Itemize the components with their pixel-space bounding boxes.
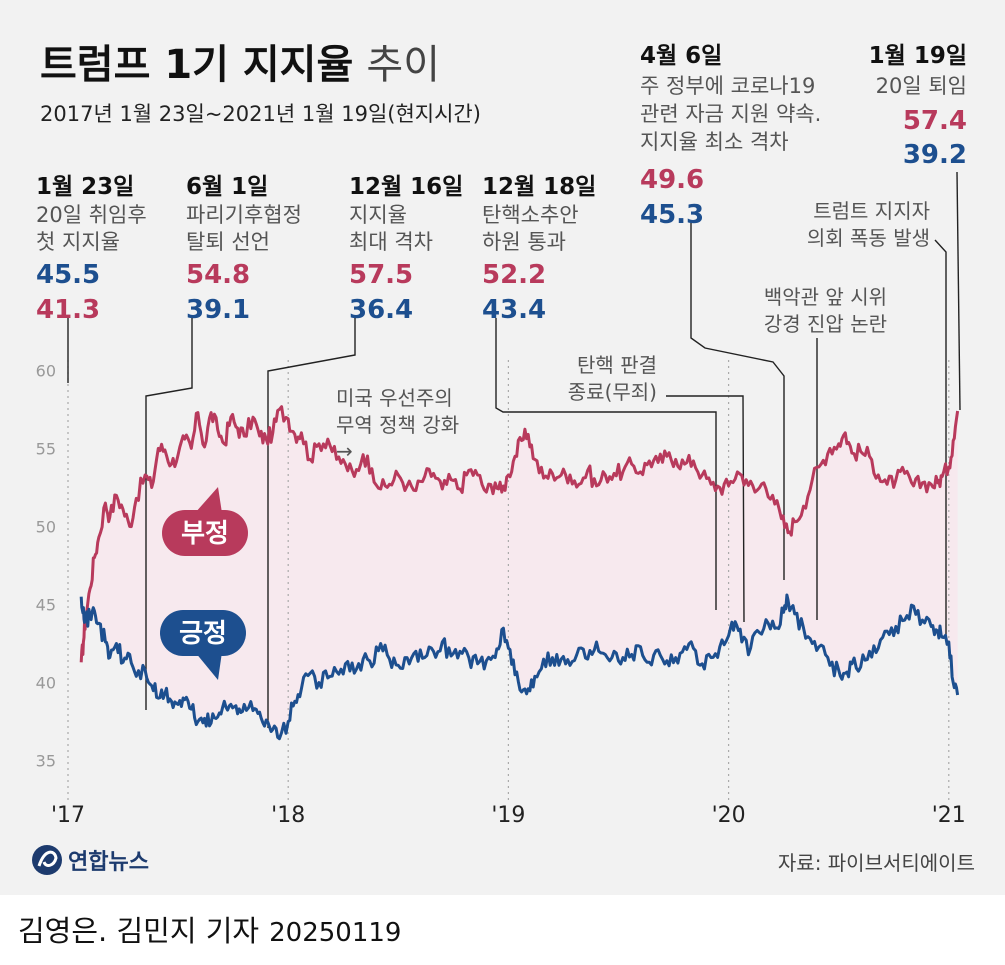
x-tick-label: '19 (491, 803, 525, 828)
gap-band (81, 406, 958, 739)
leader-line (690, 223, 785, 580)
callout-value: 49.6 (640, 165, 704, 195)
callout-dec18: 12월 18일 탄핵소추안 하원 통과 52.2 43.4 (482, 174, 596, 325)
credit-authors: 김영은. 김민지 기자 (18, 914, 260, 948)
y-tick-label: 45 (36, 596, 56, 615)
callout-dec16: 12월 16일 지지율 최대 격차 57.5 36.4 (349, 174, 463, 325)
logo-mark (37, 850, 58, 867)
callout-desc: 관련 자금 지원 약속. (640, 102, 821, 126)
y-tick-label: 50 (36, 517, 56, 536)
callout-value: 39.1 (186, 295, 250, 325)
annotation-protest: 백악관 앞 시위 강경 진압 논란 (764, 285, 887, 336)
annotation-line: 강경 진압 논란 (764, 312, 887, 336)
credit-date: 20250119 (269, 918, 402, 948)
y-tick-label: 40 (36, 674, 56, 693)
callout-leaders (67, 171, 961, 728)
annotation-line: 무역 정책 강화 (336, 413, 459, 437)
callout-value: 43.4 (482, 295, 546, 325)
bubble-label: 부정 (181, 519, 229, 549)
x-tick-label: '18 (271, 803, 305, 828)
logo-text: 연합뉴스 (68, 849, 149, 875)
callout-value: 39.2 (903, 140, 967, 170)
callout-date: 6월 1일 (186, 174, 268, 200)
y-tick-label: 35 (36, 752, 56, 771)
annotation-line: 미국 우선주의 (336, 386, 453, 410)
callout-desc: 20일 퇴임 (876, 74, 967, 98)
leader-line (956, 171, 961, 411)
bubble-body (160, 610, 246, 656)
logo-icon (32, 845, 62, 875)
callout-date: 12월 16일 (349, 174, 463, 200)
leader-line (145, 318, 193, 710)
callout-desc: 주 정부에 코로나19 (640, 74, 815, 98)
leader-line (267, 318, 356, 728)
callout-date: 12월 18일 (482, 174, 596, 200)
source: 자료: 파이브서티에이트 (778, 851, 975, 875)
logo: 연합뉴스 (32, 845, 149, 875)
annotation-line: 종료(무죄) (568, 380, 657, 404)
bubble-pointer (195, 487, 222, 513)
callout-desc: 첫 지지율 (36, 230, 120, 254)
y-tick-label: 55 (36, 439, 56, 458)
x-tick-label: '17 (51, 803, 85, 828)
callout-desc: 지지율 (349, 203, 407, 227)
x-axis: '17 '18 '19 '20 '21 (51, 803, 966, 828)
callout-value: 54.8 (186, 260, 250, 290)
y-axis: 35 40 45 50 55 60 (36, 361, 56, 770)
callout-value: 52.2 (482, 260, 546, 290)
y-tick-label: 60 (36, 361, 56, 380)
bubble-label: 긍정 (179, 619, 227, 649)
callout-jun1: 6월 1일 파리기후협정 탈퇴 선언 54.8 39.1 (186, 174, 302, 325)
callout-value: 57.4 (903, 106, 967, 136)
x-tick-label: '21 (932, 803, 966, 828)
title-bold: 트럼프 1기 지지율 (40, 42, 353, 88)
gap-band-area (81, 406, 958, 739)
approval-chart: 트럼프 1기 지지율 추이 2017년 1월 23일~2021년 1월 19일(… (32, 42, 975, 875)
bubble-pointer (195, 652, 222, 680)
x-tick-label: '20 (712, 803, 746, 828)
bubble-negative: 부정 (162, 487, 248, 556)
credit: 김영은. 김민지 기자 20250119 (18, 908, 401, 950)
annotation-line: 트럼트 지지자 (813, 199, 930, 223)
bubble-positive: 긍정 (160, 610, 246, 680)
bubble-body (162, 510, 248, 556)
callout-jan19: 1월 19일 20일 퇴임 57.4 39.2 (869, 43, 967, 170)
callout-desc: 파리기후협정 (186, 203, 302, 227)
callout-desc: 탈퇴 선언 (186, 230, 270, 254)
callout-apr6: 4월 6일 주 정부에 코로나19 관련 자금 지원 약속. 지지율 최소 격차… (640, 43, 821, 230)
title-light: 추이 (366, 42, 440, 88)
annotation-line: 탄핵 판결 (577, 353, 657, 377)
leader-line (495, 318, 717, 610)
leader-line (934, 239, 947, 640)
callout-date: 1월 19일 (869, 43, 967, 69)
annotation-capitol-riot: 트럼트 지지자 의회 폭동 발생 (807, 199, 930, 250)
callout-desc: 최대 격차 (349, 230, 433, 254)
callout-value: 45.5 (36, 260, 100, 290)
callout-value: 45.3 (640, 200, 704, 230)
annotation-acquittal: 탄핵 판결 종료(무죄) (568, 353, 657, 404)
callout-desc: 하원 통과 (482, 230, 566, 254)
annotation-line: 백악관 앞 시위 (764, 285, 887, 309)
leader-line (666, 395, 745, 623)
callout-date: 4월 6일 (640, 43, 722, 69)
subtitle: 2017년 1월 23일~2021년 1월 19일(현지시간) (40, 102, 481, 126)
callout-desc: 20일 취임후 (36, 203, 147, 227)
callout-date: 1월 23일 (36, 174, 134, 200)
callout-desc: 탄핵소추안 (482, 203, 579, 227)
callout-value: 36.4 (349, 295, 413, 325)
callout-desc: 지지율 최소 격차 (640, 130, 789, 154)
annotation-trade-policy: 미국 우선주의 무역 정책 강화 → (336, 386, 459, 463)
title: 트럼프 1기 지지율 추이 (40, 42, 440, 88)
series-line-positive (79, 593, 960, 741)
series (79, 405, 960, 741)
callout-value: 57.5 (349, 260, 413, 290)
series-line-negative (79, 405, 960, 663)
annotation-line: 의회 폭동 발생 (807, 226, 930, 250)
callout-jan23: 1월 23일 20일 취임후 첫 지지율 45.5 41.3 (36, 174, 147, 325)
